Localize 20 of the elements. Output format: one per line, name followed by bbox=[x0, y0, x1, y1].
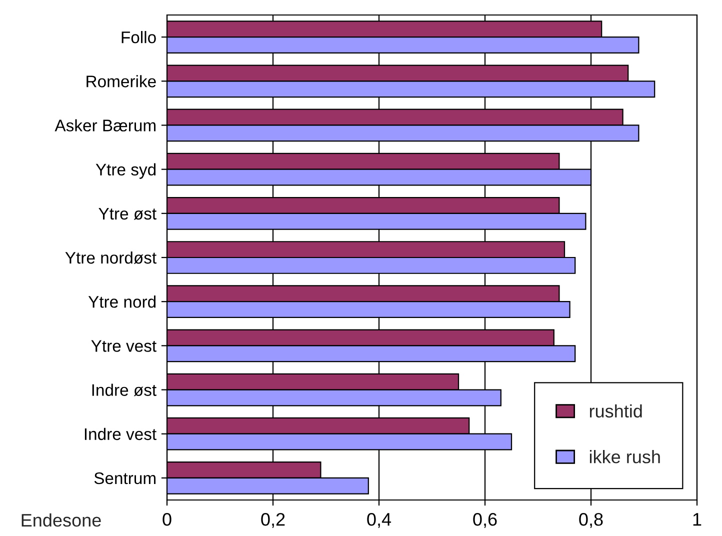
y-tick-label: Indre øst bbox=[92, 384, 156, 396]
legend-label: ikke rush bbox=[590, 450, 660, 464]
x-tick-label: 0,4 bbox=[367, 512, 392, 528]
y-tick-label: Ytre nordøst bbox=[65, 251, 156, 264]
y-axis-title: Endesone bbox=[22, 513, 101, 527]
y-tick-label: Sentrum bbox=[94, 472, 156, 484]
y-tick-label: Ytre vest bbox=[91, 340, 156, 352]
x-tick-label: 1 bbox=[693, 513, 702, 526]
x-tick-label: 0,8 bbox=[579, 512, 603, 528]
legend-label: rushtid bbox=[590, 404, 642, 418]
y-tick-label: Asker Bærum bbox=[54, 119, 156, 132]
x-tick-label: 0,2 bbox=[261, 512, 285, 528]
y-tick-label: Follo bbox=[122, 31, 156, 44]
y-tick-label: Indre vest bbox=[84, 428, 156, 440]
x-tick-label: 0,6 bbox=[473, 512, 497, 528]
y-tick-label: Ytre syd bbox=[96, 163, 156, 179]
y-tick-label: Romerike bbox=[86, 75, 156, 88]
y-tick-label: Ytre nord bbox=[88, 296, 156, 308]
y-tick-label: Ytre øst bbox=[98, 208, 156, 220]
x-tick-label: 0 bbox=[162, 512, 172, 526]
